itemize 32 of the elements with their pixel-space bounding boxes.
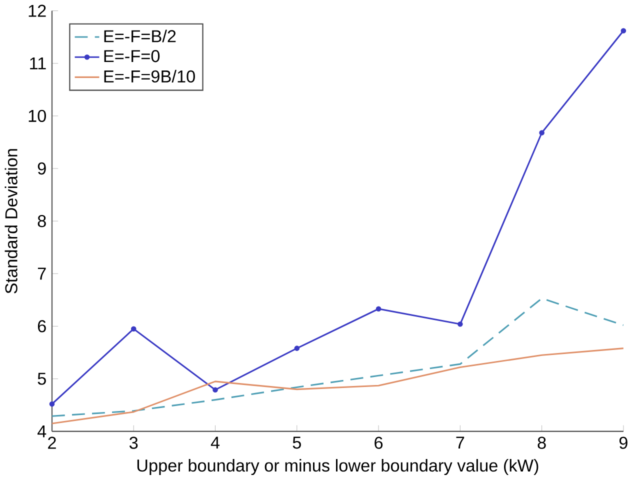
y-tick-label: 12 [28, 4, 46, 17]
point [539, 130, 544, 136]
point [130, 326, 136, 332]
point [458, 322, 463, 327]
point [376, 306, 382, 312]
x-tick-label: 6 [374, 436, 383, 449]
y-tick-label: 10 [28, 110, 46, 122]
legend-label: E=-F=0 [104, 50, 160, 62]
x-tick-label: 3 [130, 436, 138, 449]
x-tick-label: 4 [210, 436, 220, 449]
y-tick-label: 8 [38, 215, 46, 228]
y-tick-label: 6 [38, 320, 46, 332]
x-axis-title: Upper boundary or minus lower boundary value (kW) [137, 459, 538, 476]
x-tick-label: 5 [292, 436, 301, 449]
point [212, 387, 218, 393]
line-series [52, 348, 624, 424]
y-tick-label: 11 [30, 58, 46, 70]
legend-label: E=-F=9B/10 [104, 70, 195, 83]
y-tick-label: 9 [38, 162, 46, 175]
line-series [52, 298, 624, 418]
y-axis-title: Standard Deviation [4, 149, 18, 294]
x-tick-label: 8 [538, 436, 546, 449]
legend-label: E=-F=B/2 [104, 30, 176, 42]
x-tick-label: 9 [619, 436, 628, 449]
y-tick-label: 5 [38, 372, 46, 385]
y-tick-label: 7 [38, 268, 46, 280]
point [620, 28, 626, 34]
y-tick-label: 4 [37, 426, 46, 438]
point [294, 346, 300, 352]
x-tick-label: 7 [456, 436, 464, 449]
x-tick-label: 2 [48, 436, 56, 449]
point [49, 401, 55, 407]
